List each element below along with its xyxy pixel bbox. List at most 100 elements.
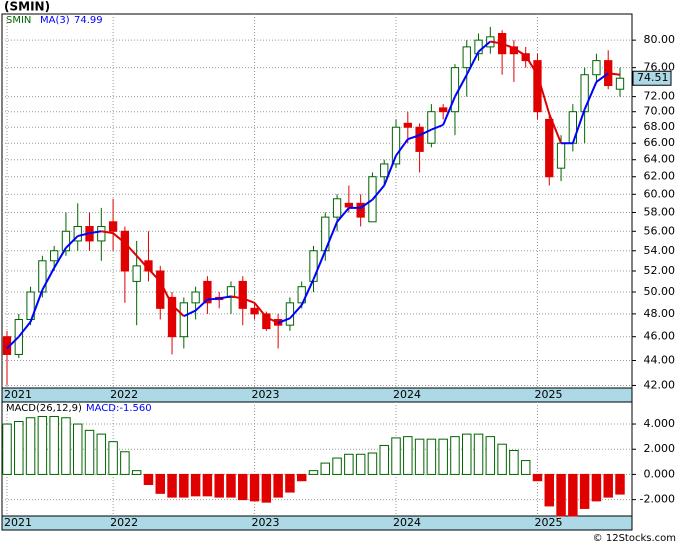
candle-body [380,163,389,178]
macd-bar [485,436,496,475]
ma-segment [147,268,161,283]
ma-segment [524,55,539,76]
ma-segment [265,316,279,324]
x-tick-label: 2022 [110,516,138,529]
x-tick-label: 2021 [4,516,32,529]
ma-segment [41,267,56,291]
price-tag-label: 74.51 [637,71,669,84]
macd-bar [25,417,36,475]
x-tick-label: 2024 [393,516,421,529]
ma-segment [207,297,220,301]
macd-bar [414,438,425,475]
candle-body [415,126,424,152]
macd-bar [72,423,83,475]
x-axis-band [1,515,633,531]
ma-segment [595,72,609,83]
macd-bar [344,453,354,475]
ma-segment [53,247,67,269]
x-tick-label: 2023 [252,388,280,401]
y-tick-label: 72.00 [644,90,676,103]
ma-segment [336,207,350,223]
macd-bar [238,473,248,501]
macd-bar [249,473,260,502]
ma-segment [360,198,374,209]
y-tick-label: 46.00 [644,330,676,343]
ma-segment [183,309,197,318]
ma-segment [253,302,268,318]
y-tick-label: 64.00 [644,153,676,166]
macd-bar [320,462,331,475]
ma-segment [230,295,243,300]
y-tick-label: 80.00 [644,33,676,46]
ma-segment [571,109,586,144]
candle-body [250,307,259,315]
y-tick-label: 42.00 [644,378,676,391]
macd-bar [591,473,602,502]
macd-bar [120,451,130,475]
candle-body [592,60,601,76]
ma-segment [277,317,291,324]
macd-bar [96,433,107,475]
candle-body [545,118,554,178]
candle-body [391,126,401,165]
macd-panel [1,401,633,517]
ma-segment [112,232,126,244]
ma-segment [383,155,397,186]
ma-segment [583,81,598,110]
macd-bar [108,441,118,475]
legend-symbol: SMIN [6,15,31,26]
macd-bar [37,415,48,475]
ma-segment [490,40,503,45]
candle-body [238,280,247,309]
macd-bar [426,438,437,475]
chart-title: (SMIN) [4,0,50,14]
ma-segment [159,280,173,306]
y-tick-label: 52.00 [644,264,676,277]
macd-bar [497,443,507,475]
ma-segment [312,250,327,280]
candle-body [203,280,212,304]
y-tick-label: 44.00 [644,354,676,367]
x-tick-label: 2021 [4,388,32,401]
ma-segment [171,304,185,317]
macd-bar [296,473,307,482]
ma-segment [548,113,562,144]
macd-bar [520,460,531,475]
ma-segment [194,298,209,312]
candle-body [73,226,82,242]
x-tick-label: 2023 [252,516,280,529]
macd-bar [403,436,413,475]
ma-segment [407,134,420,141]
ma-segment [242,297,255,304]
ma-segment [289,304,303,320]
macd-bar [190,473,201,497]
ma-segment [89,230,102,235]
candle-body [132,265,141,282]
y-tick-label: 66.00 [644,136,676,149]
macd-bar [579,473,590,509]
ma-segment [371,184,386,201]
ma-segment [536,74,551,115]
candle-body [462,46,471,69]
candle-body [439,107,448,113]
macd-bar [14,421,24,475]
macd-bar [544,473,555,507]
ma-segment [6,335,20,350]
candle-body [427,111,436,144]
macd-legend: MACD(26,12,9) [6,403,82,414]
macd-bar [167,473,177,498]
macd-bar [308,470,319,475]
macd-bar [438,438,448,475]
y-tick-label: 76.00 [644,61,676,74]
y-tick-label: 68.00 [644,120,676,133]
macd-bar [285,473,295,493]
x-tick-label: 2022 [110,388,138,401]
macd-bar [603,473,613,498]
y-tick-label: 62.00 [644,170,676,183]
macd-bar [355,453,366,475]
ma-segment [300,278,315,306]
candle-body [97,226,106,242]
y-tick-label: 0.000 [644,467,676,480]
candle-body [156,270,165,309]
